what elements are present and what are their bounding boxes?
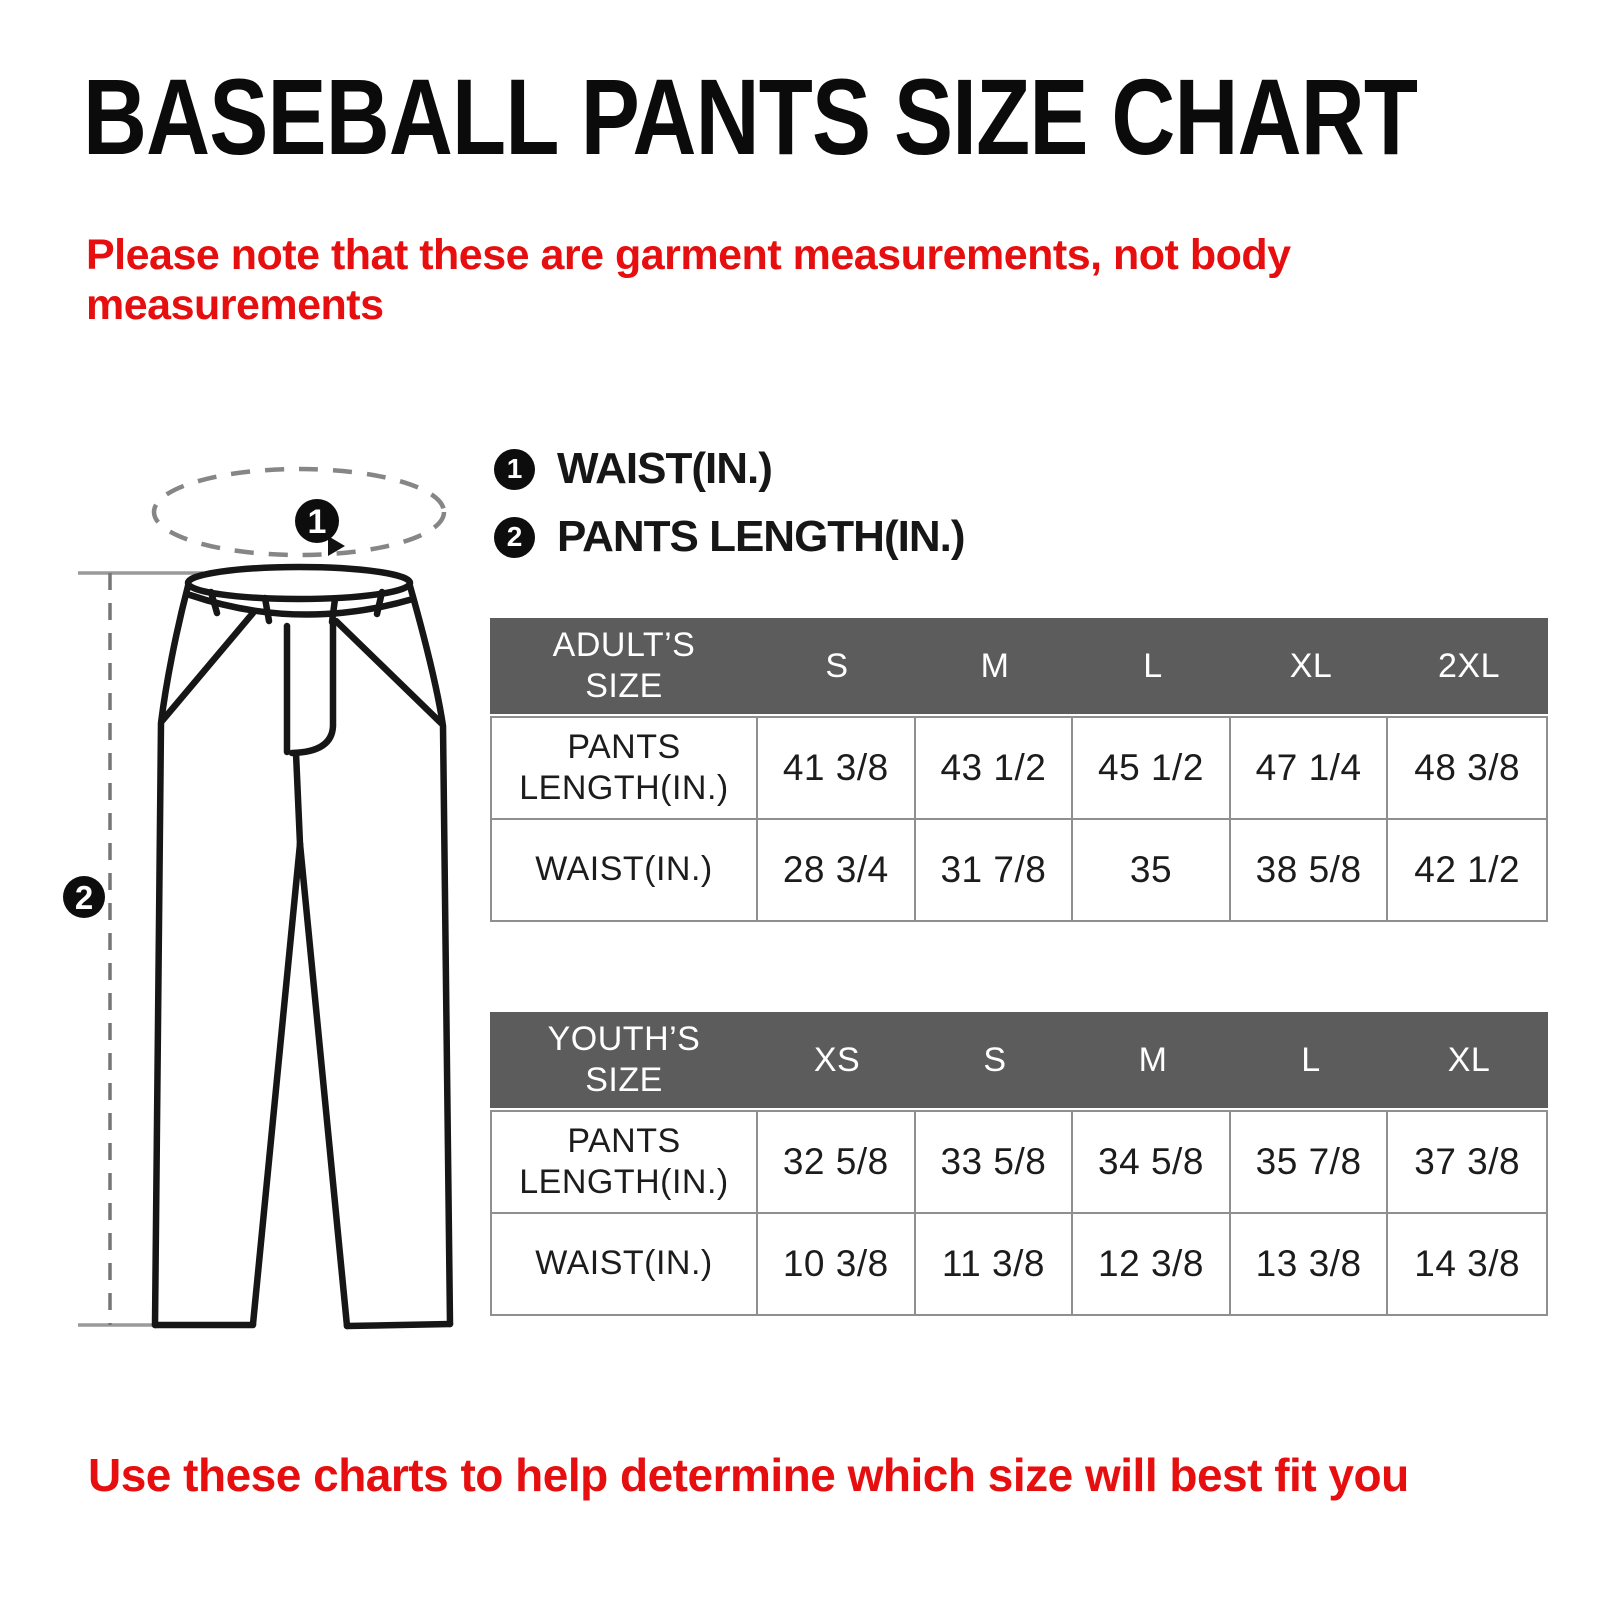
table-cell: 42 1/2 <box>1414 849 1521 891</box>
table-cell: 43 1/2 <box>916 718 1074 818</box>
youth-size-col-s: S <box>983 1040 1007 1079</box>
table-cell: 38 5/8 <box>1231 820 1389 920</box>
pants-outline <box>151 563 454 1330</box>
footer-note: Use these charts to help determine which… <box>88 1449 1409 1501</box>
adult-waist-row: WAIST(IN.) 28 3/4 31 7/8 35 38 5/8 42 1/… <box>492 820 1546 920</box>
figure-marker-waist: 1 <box>295 499 339 543</box>
table-cell: 34 5/8 <box>1073 1112 1231 1212</box>
legend-marker-1: 1 <box>506 453 523 484</box>
table-cell: 47 1/4 <box>1231 718 1389 818</box>
legend-label-pants-length: PANTS LENGTH(IN.) <box>557 512 965 561</box>
legend-label-waist: WAIST(IN.) <box>557 444 773 493</box>
youth-size-col-m: M <box>1138 1040 1168 1079</box>
table-cell: 13 3/8 <box>1231 1214 1389 1314</box>
table-cell: 28 3/4 <box>758 820 916 920</box>
youth-size-col-l: L <box>1301 1040 1321 1079</box>
adult-size-table: ADULT’S SIZE S M L XL 2XL PANTS LENGTH(I… <box>490 618 1548 922</box>
youth-table-header: YOUTH’S SIZE XS S M L XL <box>490 1012 1548 1108</box>
table-cell: 11 3/8 <box>916 1214 1074 1314</box>
circled-2-icon: 2 <box>494 516 535 558</box>
row-label: PANTS LENGTH(IN.) <box>492 718 758 818</box>
youth-table-body: PANTS LENGTH(IN.) 32 5/8 33 5/8 34 5/8 3… <box>490 1110 1548 1316</box>
table-cell: 31 7/8 <box>916 820 1074 920</box>
youth-waist-row: WAIST(IN.) 10 3/8 11 3/8 12 3/8 13 3/8 1… <box>492 1214 1546 1314</box>
table-cell: 37 3/8 <box>1414 1141 1521 1183</box>
row-label: WAIST(IN.) <box>492 1214 758 1314</box>
adult-table-body: PANTS LENGTH(IN.) 41 3/8 43 1/2 45 1/2 4… <box>490 716 1548 922</box>
table-cell: 35 7/8 <box>1231 1112 1389 1212</box>
table-cell: 41 3/8 <box>758 718 916 818</box>
adult-corner-label: ADULT’S SIZE <box>552 626 696 705</box>
youth-size-col-xl: XL <box>1447 1040 1491 1079</box>
youth-size-table: YOUTH’S SIZE XS S M L XL PANTS LENGTH(IN… <box>490 1012 1548 1316</box>
table-cell: 14 3/8 <box>1414 1243 1521 1285</box>
adult-size-col-s: S <box>825 646 849 685</box>
row-label: PANTS LENGTH(IN.) <box>492 1112 758 1212</box>
table-cell: 45 1/2 <box>1073 718 1231 818</box>
row-label: WAIST(IN.) <box>492 820 758 920</box>
length-reference-lines <box>78 571 217 1327</box>
youth-size-col-xs: XS <box>813 1040 861 1079</box>
adult-size-col-2xl: 2XL <box>1438 646 1500 685</box>
note-line-2: measurements <box>86 281 384 330</box>
table-cell: 10 3/8 <box>758 1214 916 1314</box>
note-line-1: Please note that these are garment measu… <box>86 231 1291 279</box>
adult-size-col-xl: XL <box>1289 646 1333 685</box>
legend-item-pants-length: 2 PANTS LENGTH(IN.) <box>494 512 965 562</box>
pants-line-diagram: 1 2 <box>63 466 454 1330</box>
table-cell: 35 <box>1073 820 1231 920</box>
youth-corner-label: YOUTH’S SIZE <box>547 1020 701 1099</box>
table-cell: 33 5/8 <box>916 1112 1074 1212</box>
direction-arrow-icon <box>328 536 345 556</box>
table-cell: 32 5/8 <box>758 1112 916 1212</box>
circled-1-icon: 1 <box>494 448 535 490</box>
adult-size-col-m: M <box>980 646 1010 685</box>
page-title: BASEBALL PANTS SIZE CHART <box>83 56 1418 177</box>
waist-measure-ellipse <box>151 466 447 558</box>
garment-measurement-note: Please note that these are garment measu… <box>86 230 1291 331</box>
svg-text:1: 1 <box>308 503 327 541</box>
adult-size-col-l: L <box>1143 646 1163 685</box>
figure-marker-length: 2 <box>63 876 105 918</box>
adult-pants-length-row: PANTS LENGTH(IN.) 41 3/8 43 1/2 45 1/2 4… <box>492 718 1546 820</box>
legend-item-waist: 1 WAIST(IN.) <box>494 444 965 494</box>
measurement-legend: 1 WAIST(IN.) 2 PANTS LENGTH(IN.) <box>494 444 965 562</box>
legend-marker-2: 2 <box>506 521 523 552</box>
svg-text:2: 2 <box>75 879 93 916</box>
youth-pants-length-row: PANTS LENGTH(IN.) 32 5/8 33 5/8 34 5/8 3… <box>492 1112 1546 1214</box>
adult-table-header: ADULT’S SIZE S M L XL 2XL <box>490 618 1548 714</box>
table-cell: 12 3/8 <box>1073 1214 1231 1314</box>
table-cell: 48 3/8 <box>1414 747 1521 789</box>
